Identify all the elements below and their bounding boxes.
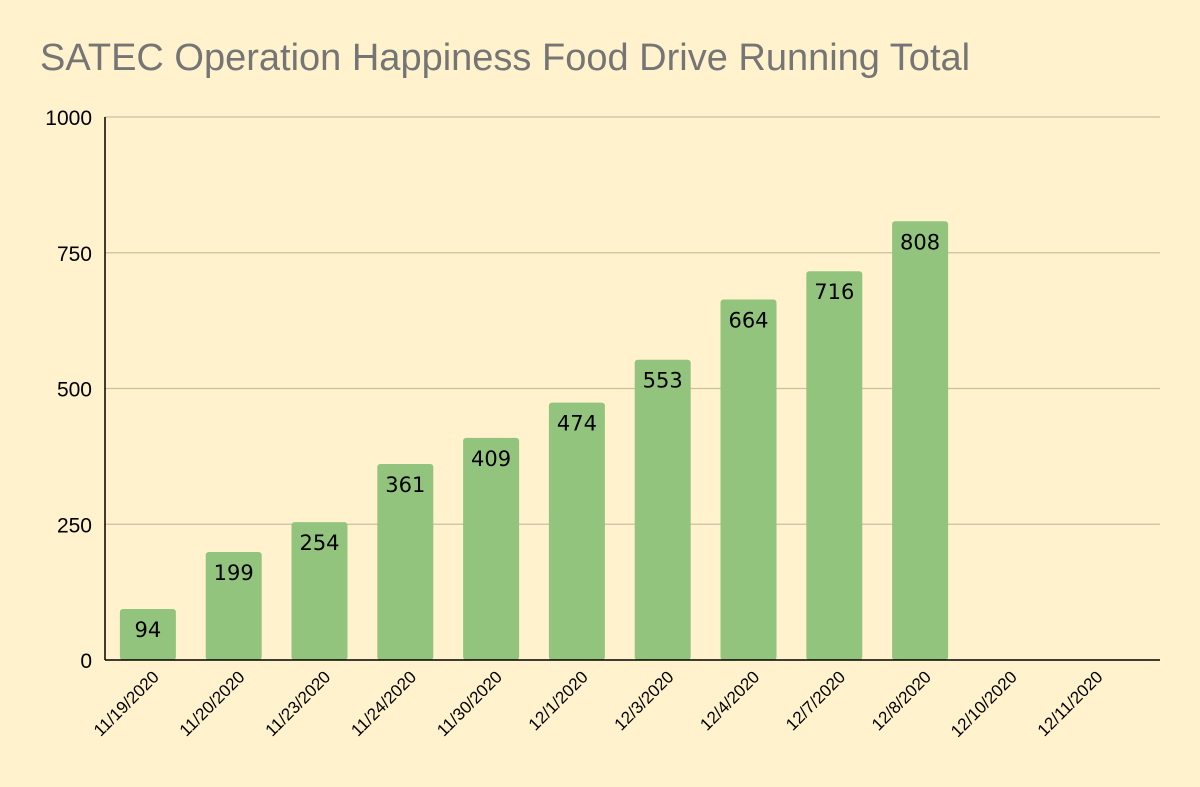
data-label: 553: [643, 369, 683, 393]
data-label: 199: [214, 561, 254, 585]
data-label: 94: [135, 618, 162, 642]
bar: [548, 402, 605, 660]
bar: [720, 299, 777, 660]
bar: [205, 551, 262, 660]
bar: [806, 271, 863, 660]
bar: [634, 359, 691, 660]
bar: [291, 522, 348, 660]
y-tick-label: 250: [57, 514, 92, 537]
data-label: 664: [728, 308, 768, 332]
data-label: 361: [385, 473, 425, 497]
y-tick-label: 500: [57, 379, 92, 402]
y-tick-label: 750: [57, 243, 92, 266]
data-label: 254: [299, 531, 339, 555]
gridlines: [105, 116, 1160, 525]
bar: [892, 221, 949, 661]
data-label: 474: [557, 412, 597, 436]
bar: [463, 437, 520, 660]
chart-title: SATEC Operation Happiness Food Drive Run…: [40, 37, 970, 79]
bar: [377, 463, 434, 660]
data-label: 808: [900, 230, 940, 254]
y-tick-label: 1000: [45, 107, 92, 130]
bars: [119, 221, 949, 661]
data-label: 409: [471, 447, 511, 471]
data-labels: 94 199 254 361 409 474 553 664 716 808: [135, 230, 941, 642]
y-tick-label: 0: [80, 650, 92, 673]
y-axis-ticks: 0 250 500 750 1000: [45, 107, 92, 673]
bar: [119, 608, 176, 660]
data-label: 716: [814, 280, 854, 304]
